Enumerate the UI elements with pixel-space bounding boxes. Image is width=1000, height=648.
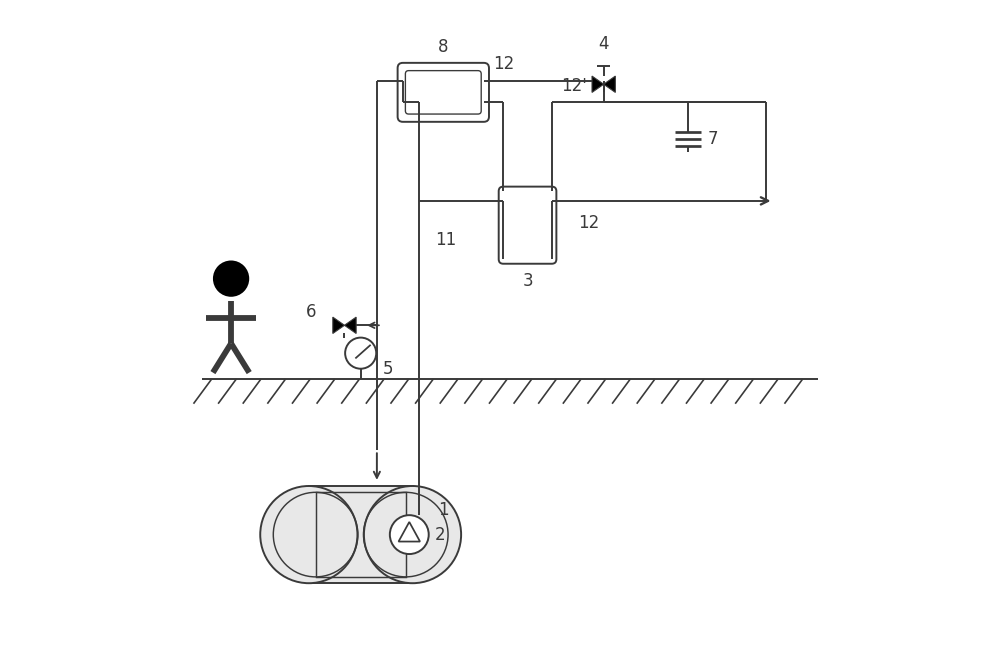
- Text: 1: 1: [438, 502, 449, 519]
- Polygon shape: [592, 76, 604, 93]
- Circle shape: [345, 338, 376, 369]
- Text: 7: 7: [707, 130, 718, 148]
- Bar: [309, 486, 413, 583]
- FancyBboxPatch shape: [398, 63, 489, 122]
- Bar: [316, 492, 406, 577]
- Text: 12: 12: [578, 214, 599, 232]
- Text: 11: 11: [435, 231, 456, 249]
- FancyBboxPatch shape: [499, 187, 556, 264]
- Text: 2: 2: [435, 526, 446, 544]
- Text: 6: 6: [306, 303, 317, 321]
- Text: 5: 5: [383, 360, 393, 378]
- Polygon shape: [333, 317, 344, 334]
- Polygon shape: [604, 76, 615, 93]
- Polygon shape: [344, 317, 356, 334]
- Ellipse shape: [260, 486, 357, 583]
- Text: 4: 4: [598, 34, 609, 52]
- Text: 3: 3: [522, 272, 533, 290]
- Text: 12: 12: [494, 55, 515, 73]
- Ellipse shape: [364, 486, 461, 583]
- Text: 8: 8: [438, 38, 449, 56]
- Circle shape: [390, 515, 429, 554]
- Text: 12': 12': [562, 77, 587, 95]
- Circle shape: [213, 260, 249, 297]
